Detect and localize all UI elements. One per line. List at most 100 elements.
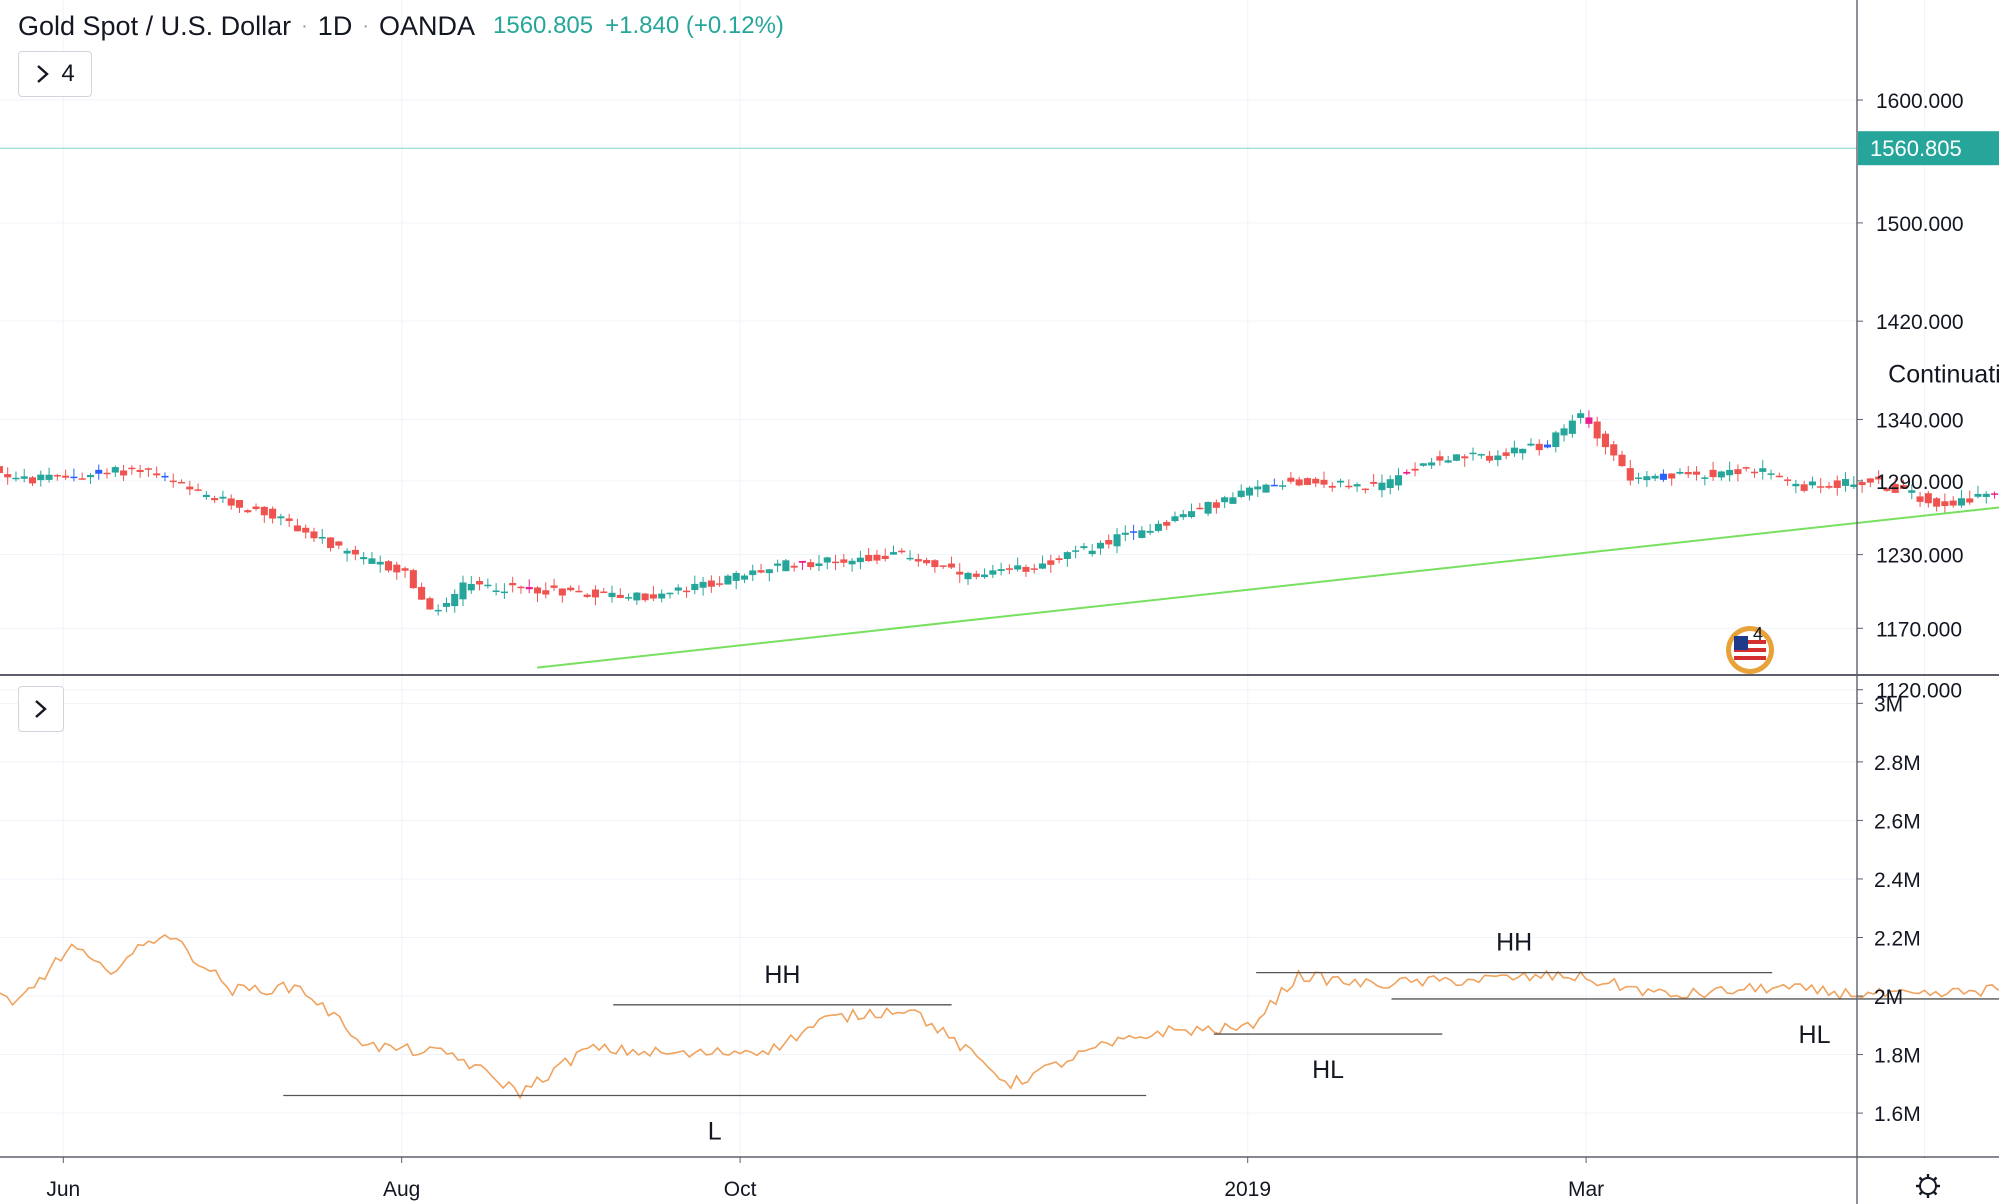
candle[interactable]	[86, 474, 95, 478]
candle[interactable]	[4, 474, 12, 478]
candle[interactable]	[1908, 490, 1916, 493]
candle[interactable]	[1982, 493, 1990, 497]
candle[interactable]	[1502, 452, 1510, 456]
candle[interactable]	[550, 585, 558, 588]
candle[interactable]	[136, 469, 144, 473]
candle[interactable]	[1676, 471, 1684, 474]
candle[interactable]	[418, 586, 426, 600]
candle[interactable]	[302, 527, 310, 533]
candle[interactable]	[1303, 478, 1311, 485]
candle[interactable]	[401, 568, 409, 571]
candle[interactable]	[542, 590, 550, 595]
candle[interactable]	[898, 550, 906, 553]
candle[interactable]	[798, 560, 806, 563]
candle[interactable]	[120, 470, 128, 476]
candle[interactable]	[1750, 471, 1759, 474]
candle[interactable]	[567, 587, 575, 591]
candle[interactable]	[186, 486, 194, 490]
candle[interactable]	[1552, 432, 1560, 448]
candle[interactable]	[161, 475, 169, 478]
candle[interactable]	[1419, 463, 1427, 466]
candle[interactable]	[1991, 493, 1999, 495]
candle[interactable]	[1535, 443, 1543, 451]
candle[interactable]	[111, 467, 119, 473]
candle[interactable]	[1784, 479, 1792, 481]
candle[interactable]	[1221, 497, 1229, 503]
candle[interactable]	[1254, 486, 1262, 490]
candle[interactable]	[1469, 452, 1477, 455]
candle[interactable]	[277, 516, 285, 519]
candle[interactable]	[1403, 471, 1411, 474]
candle[interactable]	[235, 500, 244, 508]
candle[interactable]	[633, 592, 641, 601]
candle[interactable]	[1875, 476, 1883, 480]
candle[interactable]	[12, 477, 20, 480]
candle[interactable]	[194, 489, 202, 491]
candle[interactable]	[409, 570, 417, 589]
candle[interactable]	[500, 591, 508, 594]
candle[interactable]	[807, 562, 815, 568]
candle[interactable]	[144, 468, 152, 470]
candle[interactable]	[1651, 475, 1659, 479]
candle[interactable]	[600, 591, 608, 594]
candle[interactable]	[1187, 511, 1196, 518]
continuation-annotation[interactable]: Continuation	[1888, 361, 1999, 389]
candle[interactable]	[1850, 484, 1858, 488]
candle[interactable]	[1924, 493, 1932, 504]
candle[interactable]	[211, 498, 219, 501]
candle[interactable]	[1519, 448, 1527, 454]
candle[interactable]	[575, 590, 583, 593]
candle[interactable]	[889, 552, 898, 555]
candle[interactable]	[1337, 480, 1345, 483]
candle[interactable]	[219, 496, 227, 499]
candle[interactable]	[1105, 540, 1113, 545]
candle[interactable]	[1245, 487, 1254, 496]
candle[interactable]	[1659, 473, 1667, 480]
candle[interactable]	[533, 587, 542, 594]
candle[interactable]	[45, 474, 53, 480]
candle[interactable]	[1543, 444, 1552, 448]
candle[interactable]	[1593, 421, 1601, 439]
candle[interactable]	[1080, 546, 1088, 549]
candle[interactable]	[1279, 485, 1287, 487]
candle[interactable]	[956, 571, 964, 575]
candle[interactable]	[1949, 500, 1957, 506]
candle[interactable]	[1038, 563, 1047, 569]
candle[interactable]	[873, 554, 881, 561]
candle[interactable]	[1585, 417, 1593, 424]
candle[interactable]	[1428, 462, 1436, 466]
candle[interactable]	[782, 560, 790, 572]
candle[interactable]	[583, 594, 591, 597]
candle[interactable]	[1312, 478, 1320, 484]
candle[interactable]	[384, 561, 393, 571]
candle[interactable]	[1146, 530, 1154, 533]
candle[interactable]	[691, 583, 699, 591]
interval-label[interactable]: 1D	[317, 10, 353, 41]
candle[interactable]	[1866, 478, 1874, 483]
candle[interactable]	[393, 564, 401, 573]
candle[interactable]	[1461, 456, 1469, 459]
candle[interactable]	[1825, 485, 1833, 488]
candle[interactable]	[931, 560, 939, 568]
candle[interactable]	[1229, 497, 1237, 504]
candle[interactable]	[608, 592, 616, 598]
candle[interactable]	[1022, 566, 1030, 572]
candle[interactable]	[1767, 473, 1775, 475]
us-flag-icon[interactable]	[1722, 622, 1778, 678]
candle[interactable]	[1394, 475, 1403, 486]
candle[interactable]	[53, 475, 61, 477]
candle[interactable]	[509, 582, 517, 586]
candle[interactable]	[1974, 493, 1982, 497]
candlestick-series[interactable]	[0, 128, 1999, 616]
candle[interactable]	[1709, 469, 1717, 478]
candle[interactable]	[765, 569, 773, 574]
candle[interactable]	[1204, 501, 1212, 514]
candle[interactable]	[1858, 482, 1866, 486]
candle[interactable]	[293, 525, 301, 532]
candle[interactable]	[227, 498, 235, 506]
candle[interactable]	[1601, 433, 1610, 448]
candle[interactable]	[716, 583, 724, 585]
candle[interactable]	[1477, 454, 1485, 456]
candle[interactable]	[774, 563, 782, 566]
candle[interactable]	[1345, 485, 1353, 488]
